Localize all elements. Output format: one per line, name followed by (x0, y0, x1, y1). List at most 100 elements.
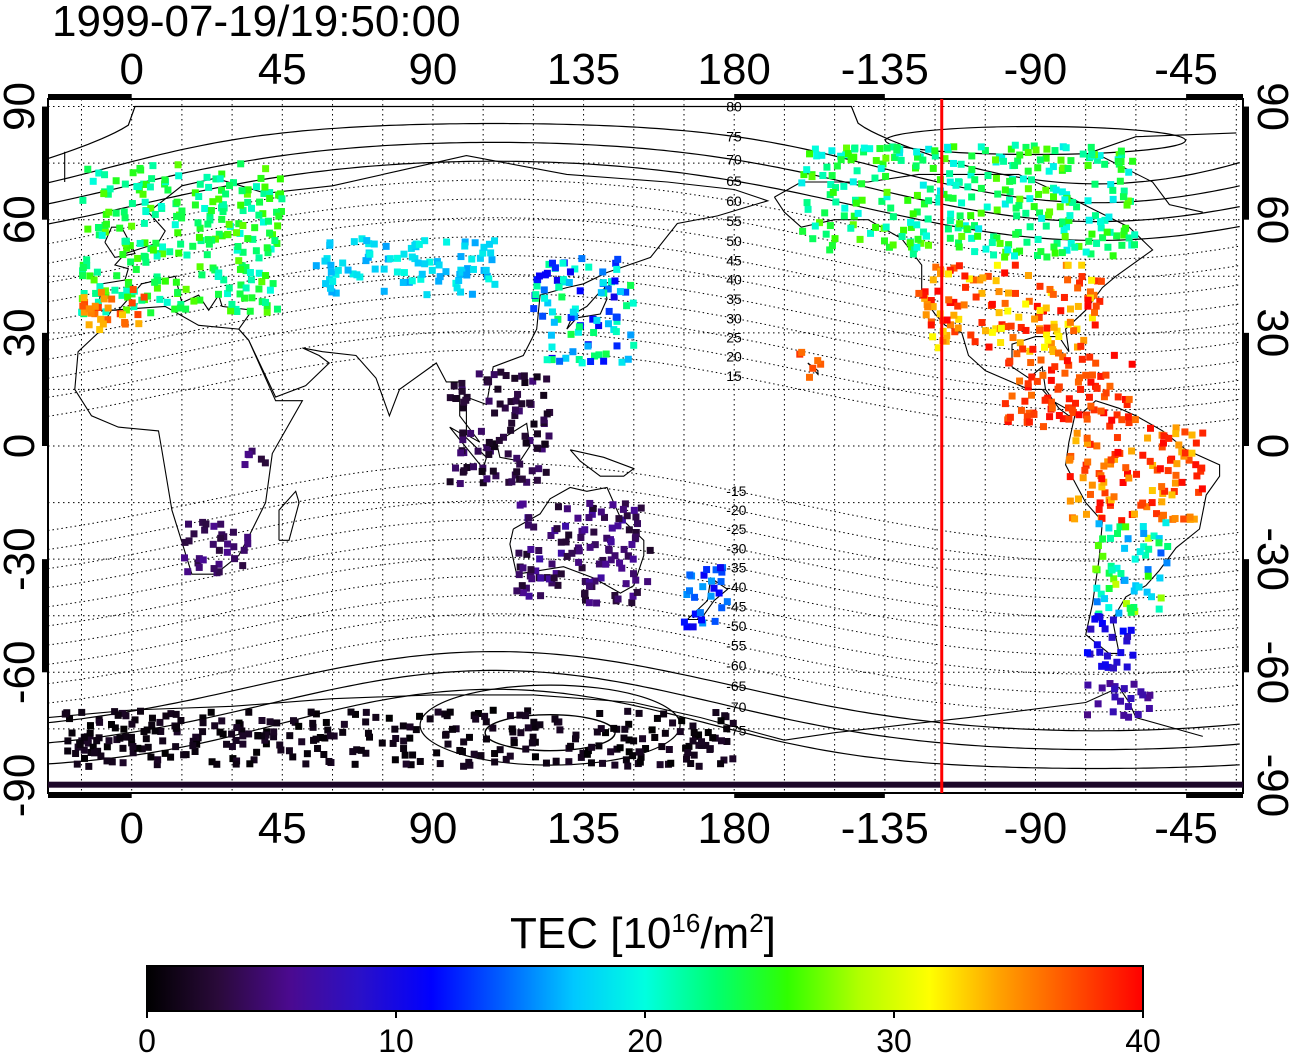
tec-pixel (1123, 663, 1131, 671)
tec-pixel (1088, 371, 1096, 379)
tec-pixel (89, 743, 97, 751)
lon-tick-label: 135 (547, 804, 620, 853)
tec-pixel (103, 743, 111, 751)
tec-pixel (84, 739, 92, 747)
contour-label: 60 (726, 193, 742, 209)
tec-pixel (1051, 147, 1059, 155)
tec-pixel (435, 277, 443, 285)
tec-pixel (1101, 661, 1109, 669)
tec-pixel (1052, 186, 1060, 194)
tec-pixel (507, 398, 515, 406)
tec-pixel (1065, 361, 1073, 369)
tec-pixel (844, 150, 852, 158)
tec-pixel (177, 716, 185, 724)
tec-pixel (214, 272, 222, 280)
tec-pixel (620, 734, 628, 742)
tec-pixel (1061, 232, 1069, 240)
tec-pixel (320, 750, 328, 758)
tec-pixel (442, 730, 450, 738)
tec-pixel (417, 275, 425, 283)
tec-pixel (581, 526, 589, 534)
tec-pixel (1107, 534, 1115, 542)
tec-pixel (669, 719, 677, 727)
tec-pixel (218, 717, 226, 725)
tec-pixel (252, 183, 260, 191)
tec-pixel (95, 169, 103, 177)
tec-pixel (583, 750, 591, 758)
tec-pixel (609, 501, 617, 509)
tec-pixel (967, 331, 975, 339)
tec-pixel (325, 757, 333, 765)
tec-pixel (988, 239, 996, 247)
tec-pixel (1181, 449, 1189, 457)
tec-pixel (344, 266, 352, 274)
tec-pixel (1124, 413, 1132, 421)
tec-pixel (1102, 389, 1110, 397)
tec-pixel (258, 732, 266, 740)
tec-pixel (926, 185, 934, 193)
tec-pixel (1178, 448, 1186, 456)
tec-pixel (1088, 230, 1096, 238)
tec-pixel (289, 753, 297, 761)
tec-pixel (630, 341, 638, 349)
tec-pixel (949, 194, 957, 202)
tec-pixel (707, 592, 715, 600)
tec-pixel (571, 313, 579, 321)
tec-pixel (924, 241, 932, 249)
tec-pixel (515, 407, 523, 415)
tec-pixel (210, 522, 218, 530)
tec-pixel (555, 718, 563, 726)
tec-pixel (426, 258, 434, 266)
tec-pixel (528, 739, 536, 747)
tec-pixel (927, 321, 935, 329)
tec-pixel (204, 236, 212, 244)
tec-pixel (993, 234, 1001, 242)
tec-pixel (1016, 377, 1024, 385)
tec-pixel (472, 715, 480, 723)
tec-pixel (711, 617, 719, 625)
tec-pixel (358, 235, 366, 243)
tec-pixel (1094, 542, 1102, 550)
tec-pixel (1155, 539, 1163, 547)
tec-pixel (121, 318, 129, 326)
tec-pixel (547, 531, 555, 539)
tec-pixel (108, 295, 116, 303)
tec-pixel (295, 722, 303, 730)
tec-pixel (182, 305, 190, 313)
lon-tick-label: 135 (547, 45, 620, 94)
tec-pixel (183, 251, 191, 259)
tec-pixel (156, 295, 164, 303)
tec-pixel (1120, 685, 1128, 693)
tec-pixel (414, 259, 422, 267)
tec-pixel (945, 296, 953, 304)
tec-pixel (161, 176, 169, 184)
tec-pixel (79, 263, 87, 271)
tec-pixel (518, 582, 526, 590)
tec-pixel (1084, 711, 1092, 719)
tec-pixel (932, 263, 940, 271)
tec-pixel (960, 301, 968, 309)
tec-pixel (226, 182, 234, 190)
tec-pixel (321, 734, 329, 742)
tec-pixel (527, 566, 535, 574)
tec-pixel (289, 717, 297, 725)
tec-pixel (233, 246, 241, 254)
tec-pixel (935, 194, 943, 202)
contour-label: 75 (726, 128, 742, 144)
tec-pixel (270, 733, 278, 741)
tec-pixel (140, 252, 148, 260)
tec-pixel (686, 587, 694, 595)
tec-pixel (481, 712, 489, 720)
tec-pixel (1007, 322, 1015, 330)
tec-pixel (119, 744, 127, 752)
tec-pixel (1114, 393, 1122, 401)
tec-pixel (266, 286, 274, 294)
tec-pixel (1066, 473, 1074, 481)
tec-pixel (215, 195, 223, 203)
tec-pixel (189, 242, 197, 250)
tec-pixel (702, 741, 710, 749)
frame-bar-top (48, 94, 132, 99)
tec-pixel (814, 357, 822, 365)
tec-pixel (1125, 474, 1133, 482)
tec-pixel (1077, 385, 1085, 393)
